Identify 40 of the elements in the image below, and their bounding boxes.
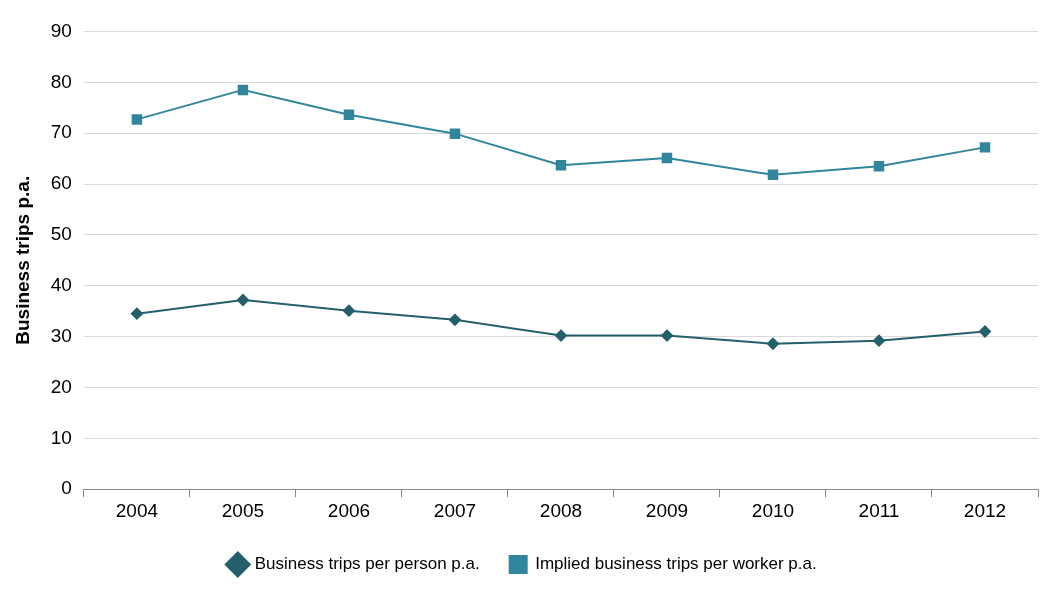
x-tick-label: 2007 [433, 499, 477, 521]
point [767, 169, 779, 181]
point [660, 329, 673, 342]
legend-label: Business trips per person p.a. [254, 554, 480, 574]
y-tick-label: 40 [50, 273, 72, 295]
y-tick-label: 60 [50, 172, 72, 194]
point [979, 142, 991, 153]
point [449, 128, 461, 139]
point [873, 160, 885, 172]
point [237, 84, 249, 96]
x-tick-label: 2004 [115, 499, 159, 521]
point [554, 329, 567, 342]
point [236, 293, 249, 306]
y-tick-label: 20 [50, 375, 72, 397]
point [766, 337, 779, 350]
point [872, 334, 885, 347]
y-tick-label: 90 [50, 19, 72, 41]
x-tick-label: 2005 [221, 499, 265, 521]
x-tick-label: 2012 [963, 499, 1007, 521]
point [661, 152, 673, 164]
x-tick-label: 2008 [539, 499, 583, 521]
y-axis-title: Business trips p.a. [11, 175, 33, 345]
y-tick-label: 30 [50, 324, 72, 346]
x-tick-label: 2011 [858, 499, 900, 521]
x-tick-label: 2010 [751, 499, 795, 521]
point [130, 307, 143, 320]
y-tick-label: 0 [61, 477, 72, 499]
y-tick-label: 80 [50, 70, 72, 92]
point [131, 114, 143, 125]
y-tick-label: 10 [50, 426, 72, 448]
x-tick-label: 2006 [327, 499, 371, 521]
point [343, 109, 355, 121]
legend-label: Implied business trips per worker p.a. [535, 554, 817, 574]
y-tick-label: 50 [50, 223, 72, 245]
point [448, 313, 461, 326]
y-tick-label: 70 [50, 121, 72, 143]
x-tick-label: 2009 [645, 499, 689, 521]
point [555, 159, 567, 171]
point [342, 304, 355, 317]
point [979, 325, 991, 338]
